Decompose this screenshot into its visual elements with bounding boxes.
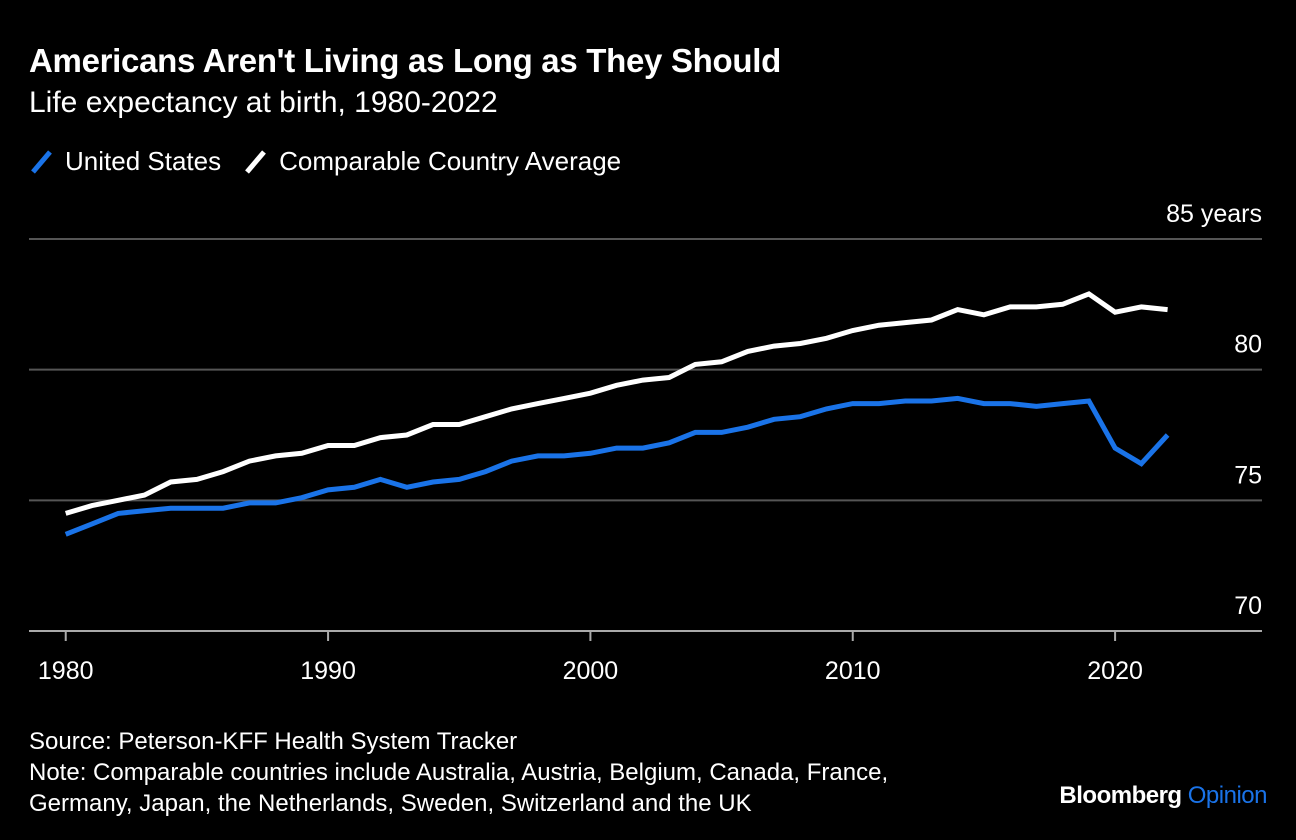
legend-item-comparable-country-average: Comparable Country Average	[243, 146, 621, 177]
brand-sub: Opinion	[1187, 782, 1268, 809]
legend-swatch-comparable-country-average	[245, 149, 266, 174]
series-line-united-states	[64, 395, 1170, 537]
note-text-line-2: Germany, Japan, the Netherlands, Sweden,…	[29, 790, 752, 817]
legend-label-comparable-country-average: Comparable Country Average	[279, 146, 622, 176]
chart-subtitle: Life expectancy at birth, 1980-2022	[29, 86, 498, 119]
y-tick-label-70: 70	[1234, 592, 1262, 620]
y-tick-label-85: 85 years	[1166, 200, 1262, 228]
x-tick-label-2010: 2010	[825, 657, 881, 685]
legend-item-united-states: United States	[29, 146, 221, 177]
chart-title: Americans Aren't Living as Long as They …	[29, 42, 781, 79]
note-text-line-1: Note: Comparable countries include Austr…	[29, 759, 889, 786]
series-line-comparable-country-average	[64, 291, 1168, 516]
x-tick-label-1980: 1980	[38, 657, 94, 685]
x-tick-label-2020: 2020	[1087, 657, 1143, 685]
x-tick-label-1990: 1990	[300, 657, 356, 685]
y-tick-label-80: 80	[1234, 331, 1262, 359]
x-tick-label-2000: 2000	[563, 657, 619, 685]
y-tick-label-75: 75	[1234, 461, 1262, 489]
chart-footer: Source: Peterson-KFF Health System Track…	[29, 726, 888, 819]
bloomberg-opinion-logo: Bloomberg Opinion	[1059, 782, 1267, 810]
source-text: Source: Peterson-KFF Health System Track…	[29, 728, 518, 755]
legend-swatch-united-states	[31, 149, 52, 174]
legend-label-united-states: United States	[65, 146, 222, 176]
line-chart: 85 years 80 75 70 1980 1990 2000 2010 2020	[29, 200, 1262, 685]
chart-legend: United States Comparable Country Average	[29, 146, 643, 177]
brand-name: Bloomberg	[1059, 782, 1182, 809]
